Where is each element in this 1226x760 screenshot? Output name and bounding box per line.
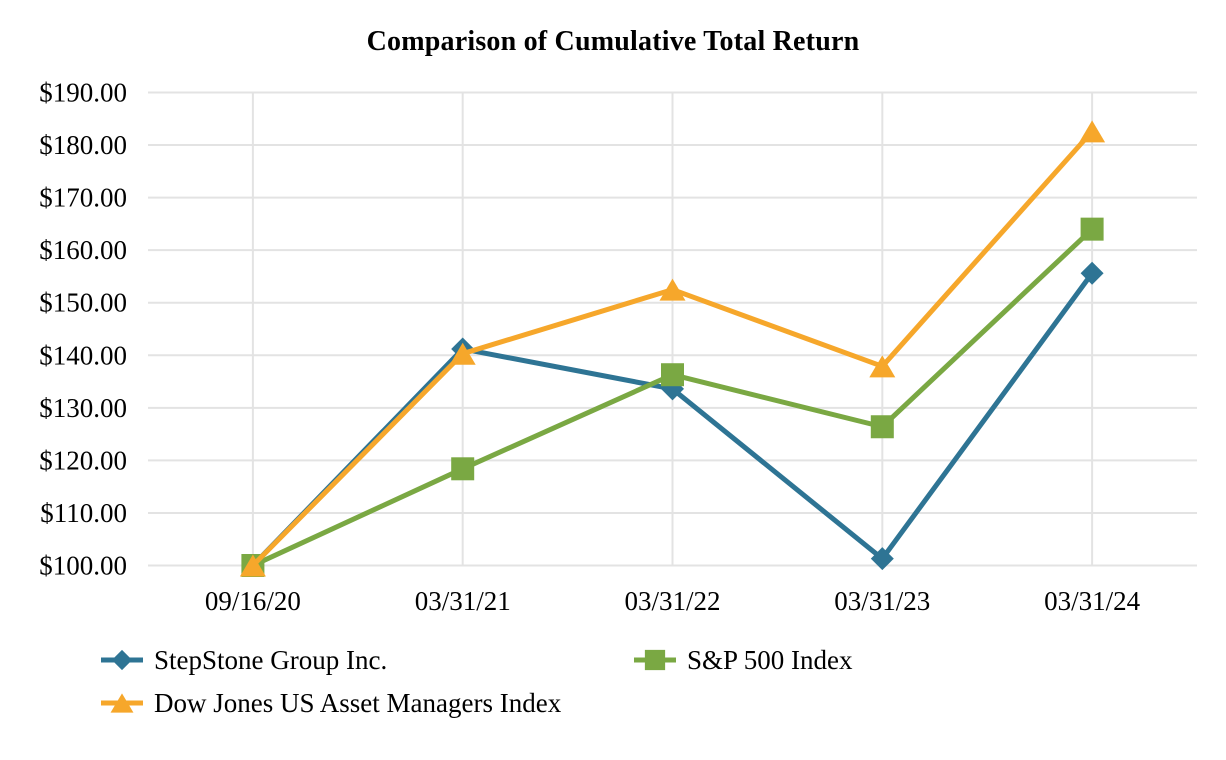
x-tick-label: 03/31/22 [624,586,720,616]
legend-label-sp500: S&P 500 Index [687,645,853,675]
legend-item-stepstone: StepStone Group Inc. [100,642,633,678]
y-tick-label: $180.00 [39,130,127,160]
y-tick-label: $140.00 [39,340,127,370]
y-tick-label: $100.00 [39,551,127,581]
x-tick-label: 03/31/21 [415,586,511,616]
diamond-marker-icon [101,649,143,671]
y-tick-label: $160.00 [39,235,127,265]
legend-label-stepstone: StepStone Group Inc. [154,645,388,675]
legend: StepStone Group Inc. S&P 500 Index Dow J… [100,642,853,721]
x-tick-label: 03/31/24 [1044,586,1141,616]
y-tick-label: $150.00 [39,288,127,318]
legend-label-dowjones: Dow Jones US Asset Managers Index [154,688,562,718]
series-triangle [239,120,1106,577]
y-tick-label: $120.00 [39,445,127,475]
y-tick-label: $130.00 [39,393,127,423]
y-tick-label: $190.00 [39,78,127,108]
x-tick-label: 09/16/20 [205,586,301,616]
legend-item-sp500: S&P 500 Index [633,642,853,678]
plot-area: $100.00 $110.00 $120.00 $130.00 $140.00 $150.… [39,78,1197,616]
chart-title: Comparison of Cumulative Total Return [366,26,860,57]
y-tick-label: $170.00 [39,183,127,213]
triangle-marker-icon [101,693,143,713]
x-tick-label: 03/31/23 [834,586,930,616]
square-marker-icon [634,649,676,671]
y-tick-label: $110.00 [40,498,127,528]
legend-item-dowjones: Dow Jones US Asset Managers Index [100,685,633,721]
